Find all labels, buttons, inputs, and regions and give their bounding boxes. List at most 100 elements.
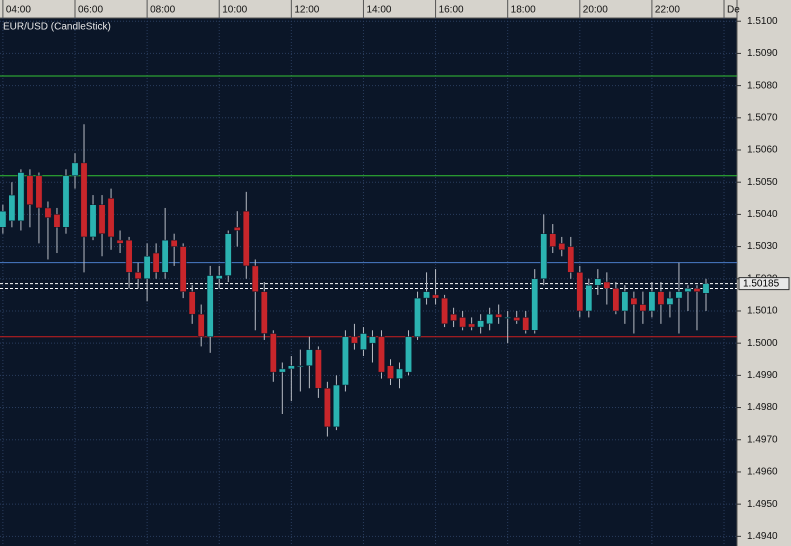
y-tick-label: 1.5010 <box>747 306 778 317</box>
candle-body <box>405 336 412 373</box>
candle-body <box>17 172 25 222</box>
x-tick-label: 20:00 <box>583 5 608 16</box>
candle-body <box>143 255 151 280</box>
candle-body <box>314 349 322 389</box>
candle-body <box>675 291 683 299</box>
candle-body <box>576 272 584 312</box>
price-label: 1.50185 <box>743 278 780 289</box>
candle-body <box>8 194 16 222</box>
candle-body <box>612 288 620 312</box>
candle-body <box>80 162 88 238</box>
x-tick-label: 08:00 <box>150 5 175 16</box>
y-tick-label: 1.5080 <box>747 80 778 91</box>
chart-title: EUR/USD (CandleStick) <box>3 22 111 33</box>
candle-body <box>0 210 7 228</box>
x-tick-label: 06:00 <box>78 5 103 16</box>
candle-body <box>378 336 385 373</box>
candle-body <box>89 204 97 238</box>
candle-body <box>98 204 106 234</box>
candle-body <box>179 246 187 292</box>
candle-body <box>224 233 232 276</box>
candle-body <box>621 291 629 312</box>
candle-body <box>170 239 178 247</box>
candle-body <box>468 323 476 328</box>
candle-body <box>513 317 521 321</box>
candle-body <box>287 365 295 370</box>
x-tick-label: 14:00 <box>366 5 391 16</box>
candle-body <box>414 297 421 337</box>
y-tick-label: 1.5070 <box>747 112 778 123</box>
candle-body <box>459 317 467 328</box>
candle-body <box>360 333 367 350</box>
candle-body <box>134 272 142 280</box>
x-tick-label: 04:00 <box>6 5 31 16</box>
candle-body <box>603 281 611 289</box>
candle-body <box>594 278 602 286</box>
candle-body <box>639 304 647 312</box>
x-tick-label: 12:00 <box>294 5 319 16</box>
x-tick-label: 22:00 <box>655 5 680 16</box>
y-tick-label: 1.4940 <box>747 531 778 542</box>
y-tick-label: 1.4970 <box>747 434 778 445</box>
candle-body <box>441 297 448 325</box>
candle-body <box>116 239 124 244</box>
candle-body <box>251 265 259 292</box>
candle-body <box>369 336 376 344</box>
candle-body <box>666 297 674 305</box>
candle-body <box>432 294 439 299</box>
candle-body <box>477 320 485 328</box>
candle-body <box>26 175 34 205</box>
candle-body <box>197 313 205 337</box>
candle-body <box>278 368 286 373</box>
levels <box>0 75 737 338</box>
y-tick-label: 1.5060 <box>747 145 778 156</box>
y-tick-label: 1.5050 <box>747 177 778 188</box>
candle-body <box>107 198 115 238</box>
y-tick-label: 1.5100 <box>747 16 778 27</box>
candle-body <box>161 239 169 273</box>
candle-body <box>522 317 530 331</box>
candle-body <box>684 288 692 292</box>
time-axis-band <box>0 0 737 18</box>
candle-body <box>567 246 575 273</box>
price-label-box <box>738 277 790 291</box>
candle-body <box>549 233 557 247</box>
candle-body <box>35 175 43 209</box>
candle-body <box>215 275 223 280</box>
candle-body <box>630 297 638 305</box>
candle-body <box>188 291 196 315</box>
candle-body <box>486 313 494 325</box>
y-tick-label: 1.4980 <box>747 402 778 413</box>
candle-body <box>333 384 340 428</box>
x-tick-label: De <box>727 5 740 16</box>
candle-body <box>296 365 304 367</box>
candle-body <box>351 336 358 344</box>
candle-body <box>450 313 457 321</box>
candle-body <box>305 349 313 366</box>
candle-body <box>71 162 79 177</box>
y-tick-label: 1.5040 <box>747 209 778 220</box>
y-tick-label: 1.5030 <box>747 241 778 252</box>
candle-body <box>323 387 331 428</box>
candle-body <box>269 333 277 373</box>
candle-body <box>648 291 656 312</box>
candle-body <box>540 233 548 280</box>
candle-body <box>44 207 52 218</box>
candle-body <box>387 365 394 379</box>
candle-body <box>558 243 566 251</box>
candle-body <box>531 278 539 331</box>
candle-body <box>423 291 430 299</box>
candle-body <box>342 336 349 386</box>
candle-body <box>702 283 710 294</box>
y-tick-label: 1.4950 <box>747 499 778 510</box>
candles <box>0 124 710 437</box>
candle-body <box>657 291 665 305</box>
y-tick-label: 1.5000 <box>747 338 778 349</box>
candle-body <box>125 239 133 273</box>
candle-body <box>206 275 214 337</box>
candle-body <box>585 284 593 312</box>
